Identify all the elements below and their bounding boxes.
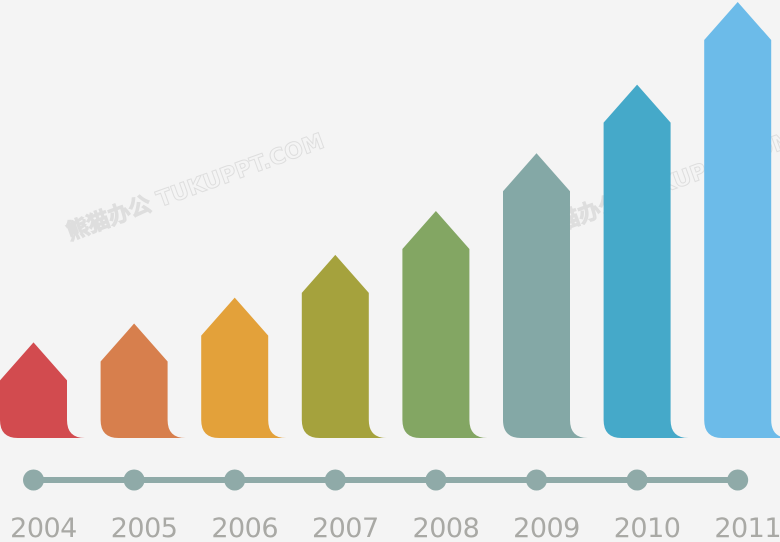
year-label-2010: 2010 — [614, 513, 681, 542]
year-labels: 2004 2005 2006 2007 2008 2009 2010 2011 — [10, 513, 780, 542]
year-label-2009: 2009 — [513, 513, 580, 542]
timeline-dot-2006 — [224, 469, 246, 491]
arrow-bar-2010 — [603, 84, 689, 438]
arrow-bar-2011 — [704, 1, 780, 438]
arrow-bar-2007 — [301, 254, 387, 438]
year-label-2007: 2007 — [312, 513, 379, 542]
year-label-2006: 2006 — [211, 513, 278, 542]
arrow-bar-2006 — [201, 297, 287, 438]
year-label-2004: 2004 — [10, 513, 77, 542]
arrow-bar-2008 — [402, 211, 488, 438]
year-label-2005: 2005 — [111, 513, 178, 542]
timeline-dot-2008 — [425, 469, 447, 491]
timeline-dot-2005 — [123, 469, 145, 491]
timeline-dot-2007 — [324, 469, 346, 491]
timeline-dot-2004 — [23, 469, 44, 491]
arrow-bar-2009 — [503, 153, 588, 439]
arrow-bar-2004 — [0, 342, 85, 438]
arrow-bars — [0, 1, 780, 439]
watermark-text: 熊猫办公 TUKUPPT.COM — [63, 128, 328, 245]
year-label-2008: 2008 — [413, 513, 480, 542]
year-label-2011: 2011 — [714, 513, 780, 542]
timeline — [23, 469, 749, 491]
arrow-bar-2005 — [100, 323, 186, 438]
timeline-dot-2009 — [526, 469, 547, 491]
timeline-dot-2010 — [626, 469, 648, 491]
timeline-dot-2011 — [727, 469, 749, 491]
